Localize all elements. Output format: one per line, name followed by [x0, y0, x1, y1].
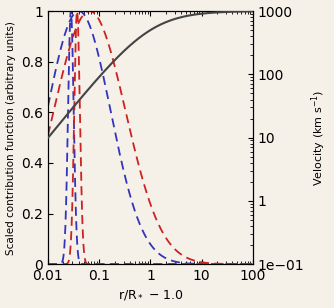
X-axis label: r/R$_*$ $-$ 1.0: r/R$_*$ $-$ 1.0: [118, 289, 183, 302]
Y-axis label: Scaled contribution function (arbitrary units): Scaled contribution function (arbitrary …: [6, 21, 16, 254]
Y-axis label: Velocity (km s$^{-1}$): Velocity (km s$^{-1}$): [310, 89, 328, 186]
